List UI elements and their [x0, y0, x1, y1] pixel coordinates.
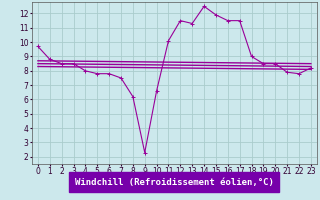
X-axis label: Windchill (Refroidissement éolien,°C): Windchill (Refroidissement éolien,°C): [75, 178, 274, 187]
